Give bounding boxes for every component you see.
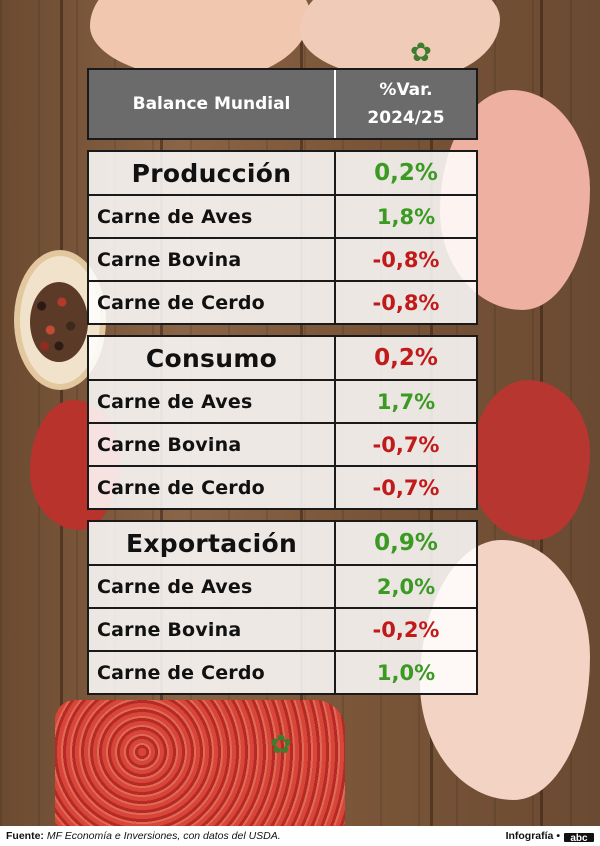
table-row: Carne Bovina -0,8% [87, 239, 478, 282]
balance-table: Balance Mundial %Var. 2024/25 Producción… [87, 68, 478, 695]
section-2: Exportación 0,9% Carne de Aves 2,0% Carne Bo… [87, 520, 478, 695]
credit: Infografía • abc [506, 830, 594, 842]
table-row: Carne de Aves 2,0% [87, 566, 478, 609]
table-row: Carne de Cerdo -0,8% [87, 282, 478, 325]
row-value: 1,7% [376, 389, 436, 414]
section-total-value: 0,2% [374, 160, 438, 186]
ground-meat-image [55, 700, 345, 826]
source-text: MF Economía e Inversiones, con datos del… [46, 830, 281, 842]
header-variation-period: 2024/25 [367, 108, 445, 128]
herb-icon: ✿ [410, 38, 432, 68]
credit-text: Infografía • [505, 830, 560, 842]
section-title: Consumo [89, 337, 336, 379]
row-value: -0,7% [372, 432, 440, 457]
table-row: Carne de Cerdo -0,7% [87, 467, 478, 510]
header-variation: %Var. 2024/25 [336, 70, 476, 138]
row-label: Carne Bovina [89, 239, 336, 280]
table-header: Balance Mundial %Var. 2024/25 [87, 68, 478, 140]
row-label: Carne Bovina [89, 609, 336, 650]
row-value: -0,8% [372, 290, 440, 315]
row-label: Carne Bovina [89, 424, 336, 465]
herb-icon: ✿ [270, 730, 292, 760]
table-row: Carne de Aves 1,7% [87, 381, 478, 424]
row-label: Carne de Aves [89, 196, 336, 237]
section-1: Consumo 0,2% Carne de Aves 1,7% Carne Bovina… [87, 335, 478, 510]
table-body: Producción 0,2% Carne de Aves 1,8% Carne Bov… [87, 150, 478, 695]
row-label: Carne de Aves [89, 381, 336, 422]
table-row: Carne de Aves 1,8% [87, 196, 478, 239]
table-row: Carne Bovina -0,2% [87, 609, 478, 652]
section-header-row: Producción 0,2% [87, 150, 478, 196]
section-title: Exportación [89, 522, 336, 564]
row-label: Carne de Cerdo [89, 282, 336, 323]
header-title: Balance Mundial [89, 70, 336, 138]
section-total-value: 0,2% [374, 345, 438, 371]
beef-steak-image [470, 380, 590, 540]
source-label: Fuente: [6, 830, 44, 842]
section-header-row: Consumo 0,2% [87, 335, 478, 381]
source-note: Fuente: MF Economía e Inversiones, con d… [6, 830, 281, 842]
header-variation-label: %Var. [379, 80, 433, 100]
section-0: Producción 0,2% Carne de Aves 1,8% Carne Bov… [87, 150, 478, 325]
peppercorns-image [30, 282, 88, 362]
row-label: Carne de Aves [89, 566, 336, 607]
logo-text: abc [570, 833, 588, 842]
section-total-value: 0,9% [374, 530, 438, 556]
row-label: Carne de Cerdo [89, 652, 336, 693]
abc-logo: abc [564, 830, 594, 842]
row-value: 1,8% [376, 204, 436, 229]
row-value: -0,8% [372, 247, 440, 272]
section-header-row: Exportación 0,9% [87, 520, 478, 566]
table-row: Carne de Cerdo 1,0% [87, 652, 478, 695]
row-value: -0,7% [372, 475, 440, 500]
section-title: Producción [89, 152, 336, 194]
row-value: -0,2% [372, 617, 440, 642]
table-row: Carne Bovina -0,7% [87, 424, 478, 467]
row-value: 2,0% [376, 574, 436, 599]
row-value: 1,0% [376, 660, 436, 685]
footer: Fuente: MF Economía e Inversiones, con d… [0, 826, 600, 846]
row-label: Carne de Cerdo [89, 467, 336, 508]
